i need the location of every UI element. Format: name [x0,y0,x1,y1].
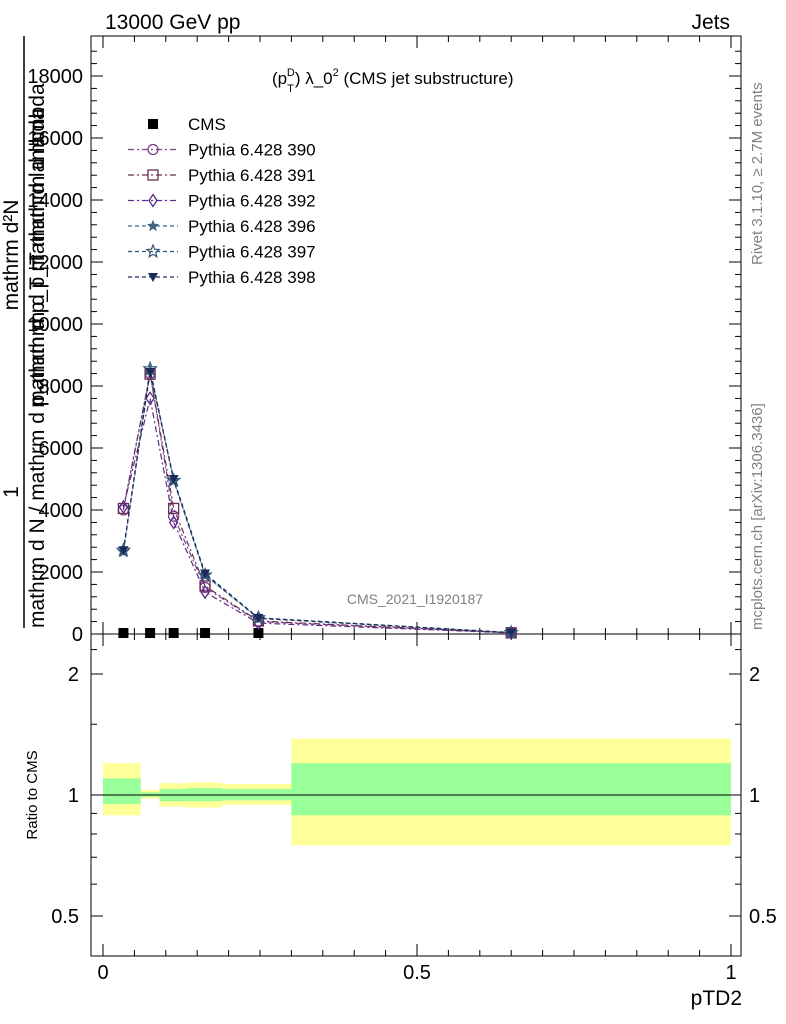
main-title: (pTD) λ_02 (CMS jet substructure) [272,67,514,95]
main-y-tick-label: 2000 [39,562,84,584]
x-tick-label: 1 [725,962,736,984]
main-y-tick-label: 4000 [39,500,84,522]
legend-entry: Pythia 6.428 397 [128,243,316,262]
legend-marker [148,119,158,129]
watermark: CMS_2021_I1920187 [347,591,483,607]
data-point [253,628,264,638]
main-y-tick-label: 8000 [39,376,84,398]
y-label-numerator-2: mathrm d²N [0,200,23,311]
legend-marker [148,273,158,282]
legend-label: Pythia 6.428 392 [188,192,316,211]
x-ticks: 0 0.5 1 [97,36,737,984]
legend-entry: CMS [148,115,226,134]
side-source-label: mcplots.cern.ch [arXiv:1306.3436] [749,403,766,630]
ratio-y-tick-label: 2 [68,664,79,686]
legend-label: Pythia 6.428 398 [188,268,316,287]
ratio-y-tick-label: 1 [68,785,79,807]
legend-entry: Pythia 6.428 398 [128,268,316,287]
data-point [168,515,179,530]
ratio-y-tick-label-right: 1 [749,785,760,807]
data-point [145,391,155,406]
ratio-y-tick-label-right: 2 [749,664,760,686]
data-point [145,628,156,638]
data-point [167,502,180,515]
ratio-y-ticks: 0.5 0.5 1 1 2 2 [51,649,777,928]
ratio-y-label: Ratio to CMS [24,750,41,839]
legend-entry: Pythia 6.428 392 [128,192,316,211]
data-point [253,613,264,623]
legend-entry: Pythia 6.428 390 [128,141,316,160]
series-line [122,371,512,634]
y-label-denominator-2: mathrm d p_T mathrm d lambda [26,108,49,408]
legend-label: Pythia 6.428 390 [188,141,316,160]
legend-marker [146,219,160,232]
y-label-numerator-1: 1 [0,486,23,498]
main-y-tick-label: 10000 [27,314,83,336]
legend-marker [145,243,161,259]
main-y-label: 1 mathrm d N / mathrm d p_mathrm d p_T m… [0,36,49,628]
main-y-tick-label: 14000 [27,190,83,212]
series-6 [118,368,517,638]
main-y-tick-label: 6000 [39,438,84,460]
data-point [200,628,211,638]
ratio-y-tick-label-right: 0.5 [749,906,777,928]
side-events-label: Rivet 3.1.10, ≥ 2.7M events [749,83,766,266]
main-y-tick-label: 18000 [27,66,83,88]
main-y-tick-label: 0 [72,624,83,646]
data-point [118,546,129,556]
legend-label: Pythia 6.428 391 [188,166,316,185]
legend-entry: Pythia 6.428 391 [128,166,316,185]
legend-marker [147,169,159,181]
ratio-y-tick-label: 0.5 [51,906,79,928]
data-point [167,510,180,522]
main-y-tick-label: 12000 [27,252,83,274]
y-label-denominator-1: mathrm d N / mathrm d p_mathrm d p_T mat… [26,83,49,628]
main-y-tick-label: 16000 [27,128,83,150]
data-point [118,499,129,515]
data-point [168,475,179,484]
ratio-bands [103,738,731,846]
data-point [145,368,156,378]
data-point [200,569,211,579]
legend-label: Pythia 6.428 397 [188,243,316,262]
x-tick-label: 0 [97,962,108,984]
x-tick-label: 0.5 [403,962,431,984]
series-0 [118,628,264,638]
data-point [506,628,517,638]
legend: CMS Pythia 6.428 390 Pythia 6.428 391 Pythi… [128,115,316,287]
data-point [168,628,179,638]
series-layer [115,360,519,641]
ratio-green-band [291,763,731,816]
legend-entry: Pythia 6.428 396 [128,217,316,236]
ratio-green-band [103,778,141,804]
legend-label: Pythia 6.428 396 [188,217,316,236]
legend-marker [147,143,159,156]
header-left: 13000 GeV pp [105,11,240,34]
data-point [200,584,210,600]
data-point [118,628,129,638]
x-axis-label: pTD2 [691,987,742,1010]
main-y-ticks: 0 2000 4000 6000 8000 10000 12000 14000 16000 180… [27,50,741,646]
legend-marker [148,193,158,208]
header-right: Jets [691,11,730,34]
legend-label: CMS [188,115,226,134]
series-line [122,398,512,634]
